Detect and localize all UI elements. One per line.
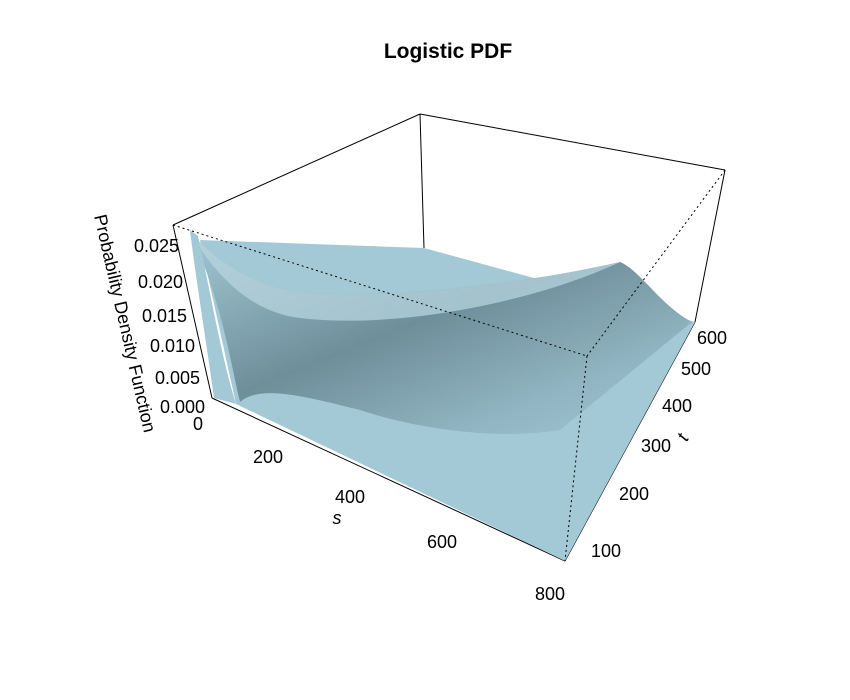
y-tick-3: 400	[662, 396, 692, 416]
hidden-edge-front-vertical	[564, 355, 588, 562]
box-edge-right-vertical	[694, 169, 726, 323]
x-tick-0: 0	[193, 414, 203, 434]
box-edge-top-back	[419, 113, 726, 171]
y-axis: 100 200 300 400 500 600 t	[591, 328, 727, 561]
x-axis: 0 200 400 600 800 s	[193, 414, 565, 604]
box-edge-back-vertical	[419, 113, 425, 249]
box-hidden-edges	[172, 169, 726, 562]
z-tick-2: 0.010	[150, 336, 195, 356]
z-tick-0: 0.000	[160, 397, 205, 417]
y-tick-5: 600	[697, 328, 727, 348]
box-edge-top-left	[172, 113, 421, 226]
pdf-surface	[190, 230, 695, 561]
y-axis-label: t	[673, 429, 693, 444]
z-tick-5: 0.025	[134, 236, 179, 256]
hidden-edge-top-right	[586, 169, 726, 357]
box-edge-bottom-left	[211, 397, 566, 562]
x-tick-4: 800	[535, 584, 565, 604]
box-edge-left-vertical	[172, 224, 213, 399]
y-tick-0: 100	[591, 541, 621, 561]
z-tick-3: 0.015	[142, 306, 187, 326]
y-tick-4: 500	[681, 359, 711, 379]
y-tick-1: 200	[619, 484, 649, 504]
hidden-edge-top-front	[172, 224, 588, 357]
x-tick-2: 400	[335, 487, 365, 507]
chart-title: Logistic PDF	[384, 40, 513, 63]
z-axis: 0.000 0.005 0.010 0.015 0.020 0.025 Prob…	[90, 212, 205, 434]
x-axis-label: s	[333, 508, 342, 528]
y-tick-2: 300	[641, 436, 671, 456]
surface-left-wall	[190, 230, 236, 404]
z-tick-1: 0.005	[155, 368, 200, 388]
x-tick-3: 600	[427, 532, 457, 552]
z-tick-4: 0.020	[138, 272, 183, 292]
surface-crest	[190, 232, 620, 321]
x-tick-1: 200	[253, 447, 283, 467]
